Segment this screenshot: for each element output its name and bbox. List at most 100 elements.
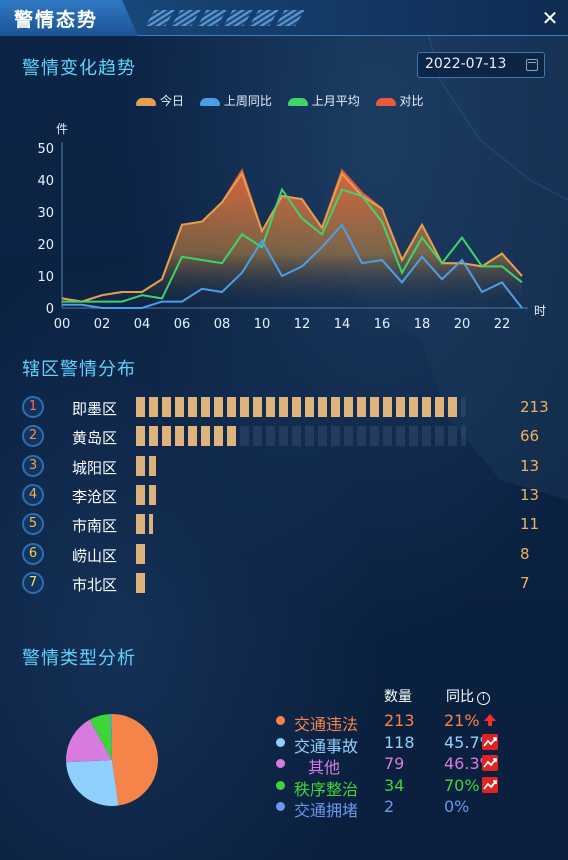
x-tick-label: 14 xyxy=(334,317,351,332)
legend-label: 今日 xyxy=(160,94,185,108)
district-value: 213 xyxy=(520,398,549,416)
x-tick-label: 12 xyxy=(294,317,311,332)
district-name: 黄岛区 xyxy=(72,429,118,448)
trend-up-icon xyxy=(482,776,498,793)
up-arrow-icon xyxy=(484,714,496,726)
legend-swatch-last-week xyxy=(199,97,220,106)
type-yoy: 0% xyxy=(444,797,470,816)
rank-badge: 4 xyxy=(22,483,44,506)
y-tick-label: 30 xyxy=(37,206,54,221)
series-area-compare xyxy=(62,170,522,308)
type-count: 118 xyxy=(384,732,415,752)
district-row[interactable]: 5 市南区 11 xyxy=(20,512,560,536)
col-count-header: 数量 xyxy=(384,689,412,705)
type-color-dot xyxy=(276,716,285,725)
types-section-title: 警情类型分析 xyxy=(22,648,136,669)
district-row[interactable]: 4 李沧区 13 xyxy=(20,483,560,507)
y-tick-label: 10 xyxy=(37,270,54,285)
district-name: 市南区 xyxy=(72,517,118,536)
type-count: 213 xyxy=(384,711,415,730)
x-tick-label: 22 xyxy=(494,317,511,332)
legend-label: 上月平均 xyxy=(311,94,360,108)
col-yoy-label: 同比 xyxy=(446,689,474,705)
title-bar: 警情态势 ✕ xyxy=(0,0,568,36)
pie-slice[interactable] xyxy=(66,719,112,763)
x-tick-label: 02 xyxy=(94,317,111,332)
type-color-dot xyxy=(276,759,285,768)
y-tick-label: 40 xyxy=(37,174,54,189)
legend-swatch-today xyxy=(136,97,156,106)
type-color-dot xyxy=(276,802,285,811)
district-value: 66 xyxy=(520,427,540,446)
district-row[interactable]: 6 崂山区 8 xyxy=(20,542,560,566)
y-tick-label: 0 xyxy=(46,302,54,317)
type-name: 秩序整治 xyxy=(294,779,359,799)
type-count: 79 xyxy=(384,754,405,773)
district-bar-track xyxy=(136,426,466,447)
series-line-last-month xyxy=(62,187,523,303)
type-yoy: 70% xyxy=(444,775,480,795)
type-count: 2 xyxy=(384,797,395,816)
col-yoy-header: 同比 i xyxy=(446,686,490,706)
district-value: 7 xyxy=(520,573,530,592)
district-row[interactable]: 1 即墨区 213 xyxy=(20,395,560,419)
type-row[interactable]: 交通事故 118 45.7% xyxy=(274,732,564,756)
rank-badge: 7 xyxy=(22,571,44,594)
district-bar-track xyxy=(136,514,466,535)
chart-legend: 今日 上周同比 上月平均 对比 xyxy=(136,92,436,109)
district-bar-fill xyxy=(136,543,149,564)
x-axis-unit: 时 xyxy=(534,304,547,318)
trend-chart: 0 10 20 30 40 50 00 02 04 06 08 10 12 14 16 18 20 22 xyxy=(37,142,528,332)
type-row[interactable]: 其他 79 46.3% xyxy=(274,753,564,777)
pie-slice[interactable] xyxy=(66,760,119,806)
type-color-dot xyxy=(276,737,285,747)
type-count: 34 xyxy=(384,775,405,795)
district-value: 13 xyxy=(520,485,540,504)
district-row[interactable]: 7 市北区 7 xyxy=(20,571,560,595)
legend-item[interactable]: 对比 xyxy=(375,92,424,109)
pie-slice[interactable] xyxy=(110,714,112,760)
close-button[interactable]: ✕ xyxy=(541,6,559,30)
pie-slice[interactable] xyxy=(112,714,158,806)
y-axis-unit: 件 xyxy=(56,122,69,136)
title-tab xyxy=(0,0,138,36)
pie-slice[interactable] xyxy=(89,714,112,760)
district-value: 11 xyxy=(520,515,540,534)
legend-swatch-compare xyxy=(375,97,396,106)
type-name: 交通违法 xyxy=(294,715,359,734)
rank-badge: 5 xyxy=(22,513,44,536)
type-row[interactable]: 交通违法 213 21% xyxy=(274,710,564,734)
type-pie-chart xyxy=(66,714,158,806)
x-tick-label: 04 xyxy=(134,317,151,332)
rank-badge: 1 xyxy=(22,396,44,418)
district-bar-track xyxy=(136,543,466,564)
date-value: 2022-07-13 xyxy=(425,56,507,72)
type-name: 交通事故 xyxy=(294,736,359,756)
district-name: 市北区 xyxy=(72,575,118,594)
title-decoration xyxy=(145,10,330,28)
district-bar-fill xyxy=(136,572,147,593)
legend-label: 上周同比 xyxy=(223,94,272,108)
district-value: 13 xyxy=(520,456,540,475)
x-tick-label: 16 xyxy=(374,317,391,332)
district-section-title: 辖区警情分布 xyxy=(22,359,136,380)
type-row[interactable]: 交通拥堵 2 0% xyxy=(274,796,564,820)
legend-item[interactable]: 今日 xyxy=(136,92,184,109)
date-picker[interactable]: 2022-07-13 xyxy=(417,52,545,78)
rank-badge: 6 xyxy=(22,542,44,565)
series-line-last-week xyxy=(62,223,523,309)
y-tick-label: 50 xyxy=(37,142,54,157)
info-icon[interactable]: i xyxy=(477,692,490,705)
calendar-icon[interactable] xyxy=(526,59,538,71)
district-row[interactable]: 3 城阳区 13 xyxy=(20,454,560,478)
legend-item[interactable]: 上月平均 xyxy=(287,92,360,109)
legend-swatch-last-month xyxy=(287,97,308,106)
type-row[interactable]: 秩序整治 34 70% xyxy=(274,775,564,799)
legend-item[interactable]: 上周同比 xyxy=(199,92,272,109)
series-line-today xyxy=(61,171,523,303)
district-row[interactable]: 2 黄岛区 66 xyxy=(20,424,560,448)
x-tick-label: 20 xyxy=(454,317,471,332)
window-title: 警情态势 xyxy=(14,9,99,31)
district-name: 崂山区 xyxy=(72,546,118,565)
